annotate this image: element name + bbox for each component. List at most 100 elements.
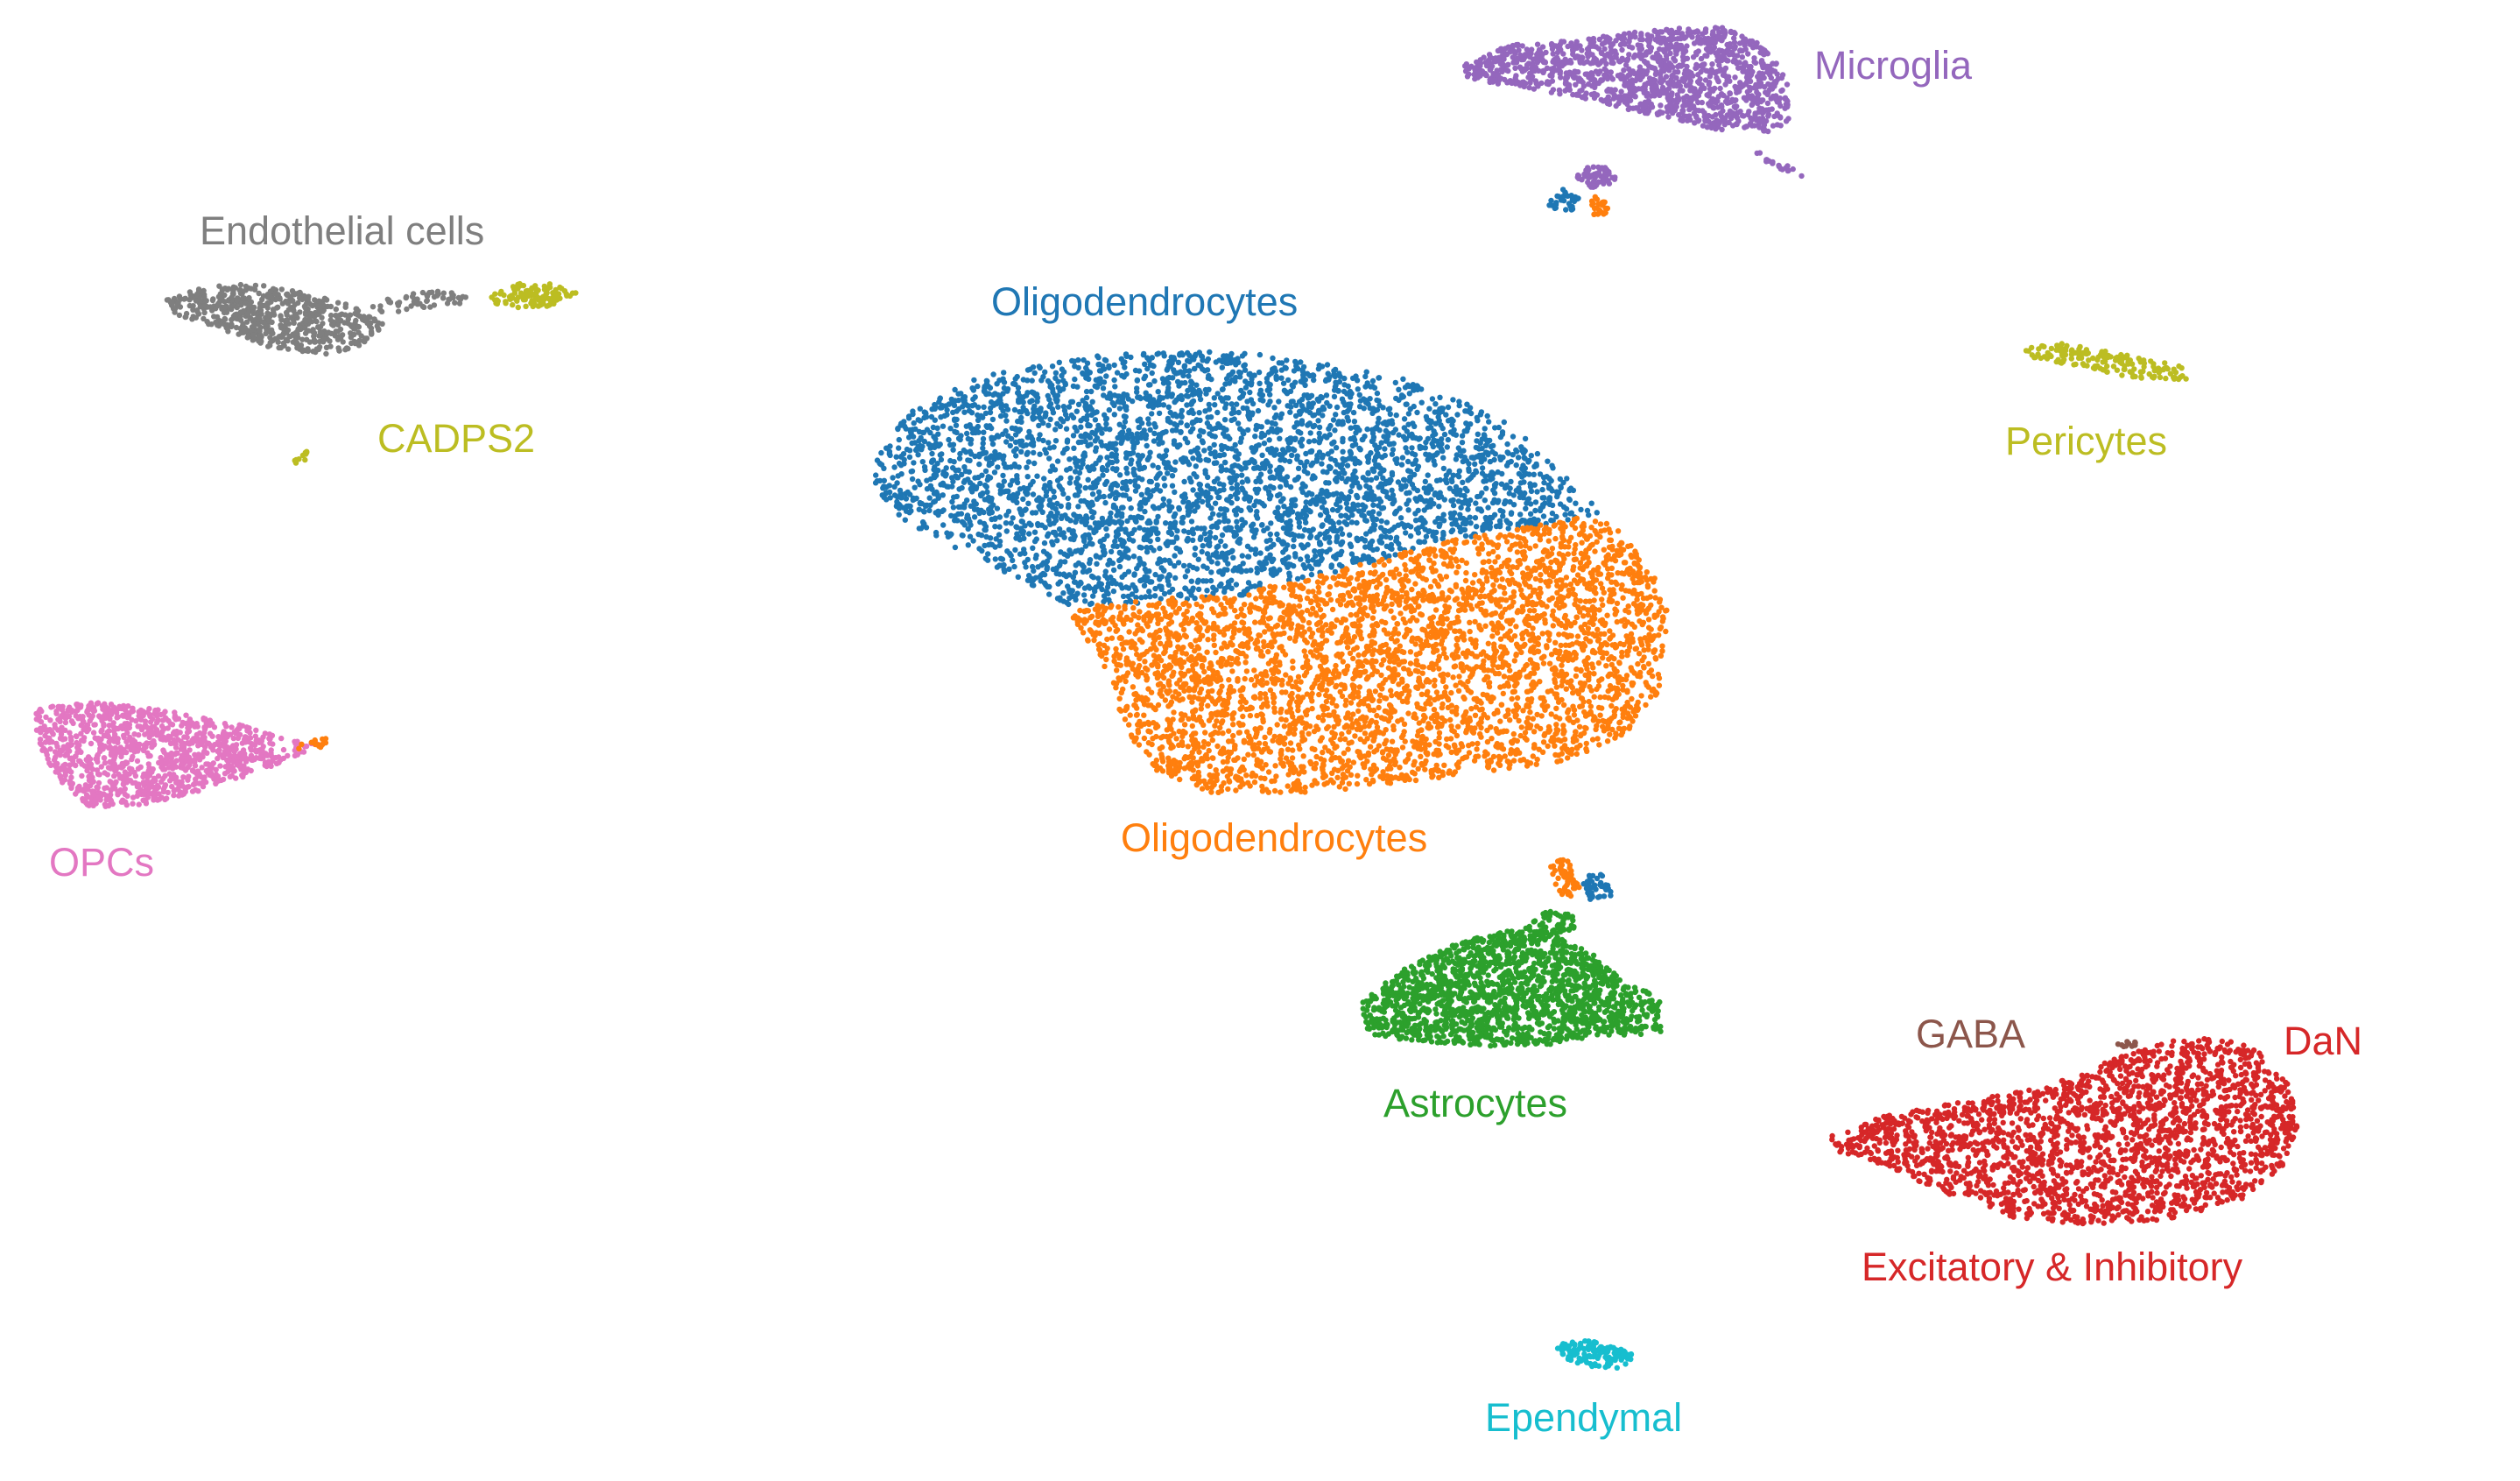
cell-point [1381,434,1387,440]
cell-point [1492,425,1498,431]
cell-point [981,429,987,435]
cell-point [1320,522,1326,528]
cell-point [1376,375,1382,381]
cell-point [1388,688,1394,694]
cell-point [1236,395,1243,401]
cell-point [1190,455,1196,462]
cell-point [1339,531,1346,537]
cell-point [1112,481,1119,487]
cell-point [910,434,917,440]
cell-point [1135,394,1141,400]
cell-point [928,459,935,465]
cell-point [1423,497,1430,504]
cell-point [1239,553,1246,559]
cell-point [1441,762,1447,768]
cell-point [1155,513,1161,520]
cell-point [1010,515,1016,521]
cell-point [1148,478,1155,485]
cell-point [1045,532,1051,540]
cell-point [1112,538,1118,545]
cell-point [988,504,994,511]
cell-point [1373,453,1380,459]
cell-point [1066,456,1073,462]
cell-point [1133,595,1139,601]
cell-point [1001,453,1007,459]
cell-point [1235,455,1241,462]
cell-point [1344,408,1351,414]
cell-point [1478,409,1485,415]
cell-point [909,440,915,447]
cell-point [1095,489,1102,495]
cell-point [1099,467,1106,473]
cell-point [1390,447,1397,453]
cell-point [1396,540,1402,547]
cell-point [1165,470,1171,476]
cell-point [1156,453,1163,459]
cell-point [1248,382,1255,388]
cell-point [1038,578,1044,584]
cell-point [1284,391,1291,397]
cell-point [927,429,933,436]
cell-point [1435,442,1442,448]
cell-point [1081,592,1088,598]
cell-point [1176,504,1182,511]
cell-point [1513,624,1519,630]
cell-point [1239,479,1246,485]
cell-point [1152,585,1158,592]
cell-point [1303,450,1309,457]
cell-point [1141,536,1147,543]
cell-point [1101,493,1107,500]
cell-point [1179,413,1185,420]
cell-point [1522,435,1529,442]
cell-point [1193,390,1200,396]
cell-point [1534,489,1540,495]
cell-point [930,424,937,431]
cell-point [1318,363,1324,370]
cell-point [1362,494,1368,501]
cell-point [1496,424,1503,431]
cell-point [1546,476,1552,482]
cell-point [1255,486,1262,493]
cell-point [976,510,982,517]
cell-point [923,411,929,417]
cell-point [1082,484,1088,491]
cell-point [1212,434,1218,440]
cell-point [1123,465,1130,471]
cell-point [1280,496,1286,502]
cell-point [1550,623,1557,629]
cell-point [1008,553,1014,559]
cell-point [1531,516,1538,522]
cell-point [1464,488,1470,494]
cell-point [1523,505,1529,511]
cell-point [1508,478,1514,485]
cell-point [1481,478,1487,484]
cell-point [1282,364,1288,370]
cell-point [1152,424,1158,430]
cell-point [1098,439,1104,445]
cell-point [934,425,940,431]
cell-point [1240,391,1247,397]
cell-point [1105,518,1111,524]
cell-point [1326,480,1332,486]
cell-point [1178,420,1184,426]
cell-point [1364,426,1370,433]
cell-point [872,480,879,486]
cell-point [1128,461,1134,467]
cell-point [1186,562,1193,568]
cell-point [1539,486,1545,493]
cell-point [1075,356,1081,363]
cell-point [1017,551,1024,557]
cell-point [1349,483,1355,489]
cell-point [1418,399,1425,406]
cell-point [1036,363,1043,370]
cell-point [1416,539,1422,545]
cell-point [929,450,935,457]
cell-point [1362,605,1369,611]
cell-point [1527,511,1534,517]
cell-point [1064,467,1070,473]
cell-point [1345,383,1351,390]
cell-point [1180,372,1186,378]
cell-point [1456,674,1462,680]
cell-point [1265,429,1272,435]
cell-point [961,504,968,511]
